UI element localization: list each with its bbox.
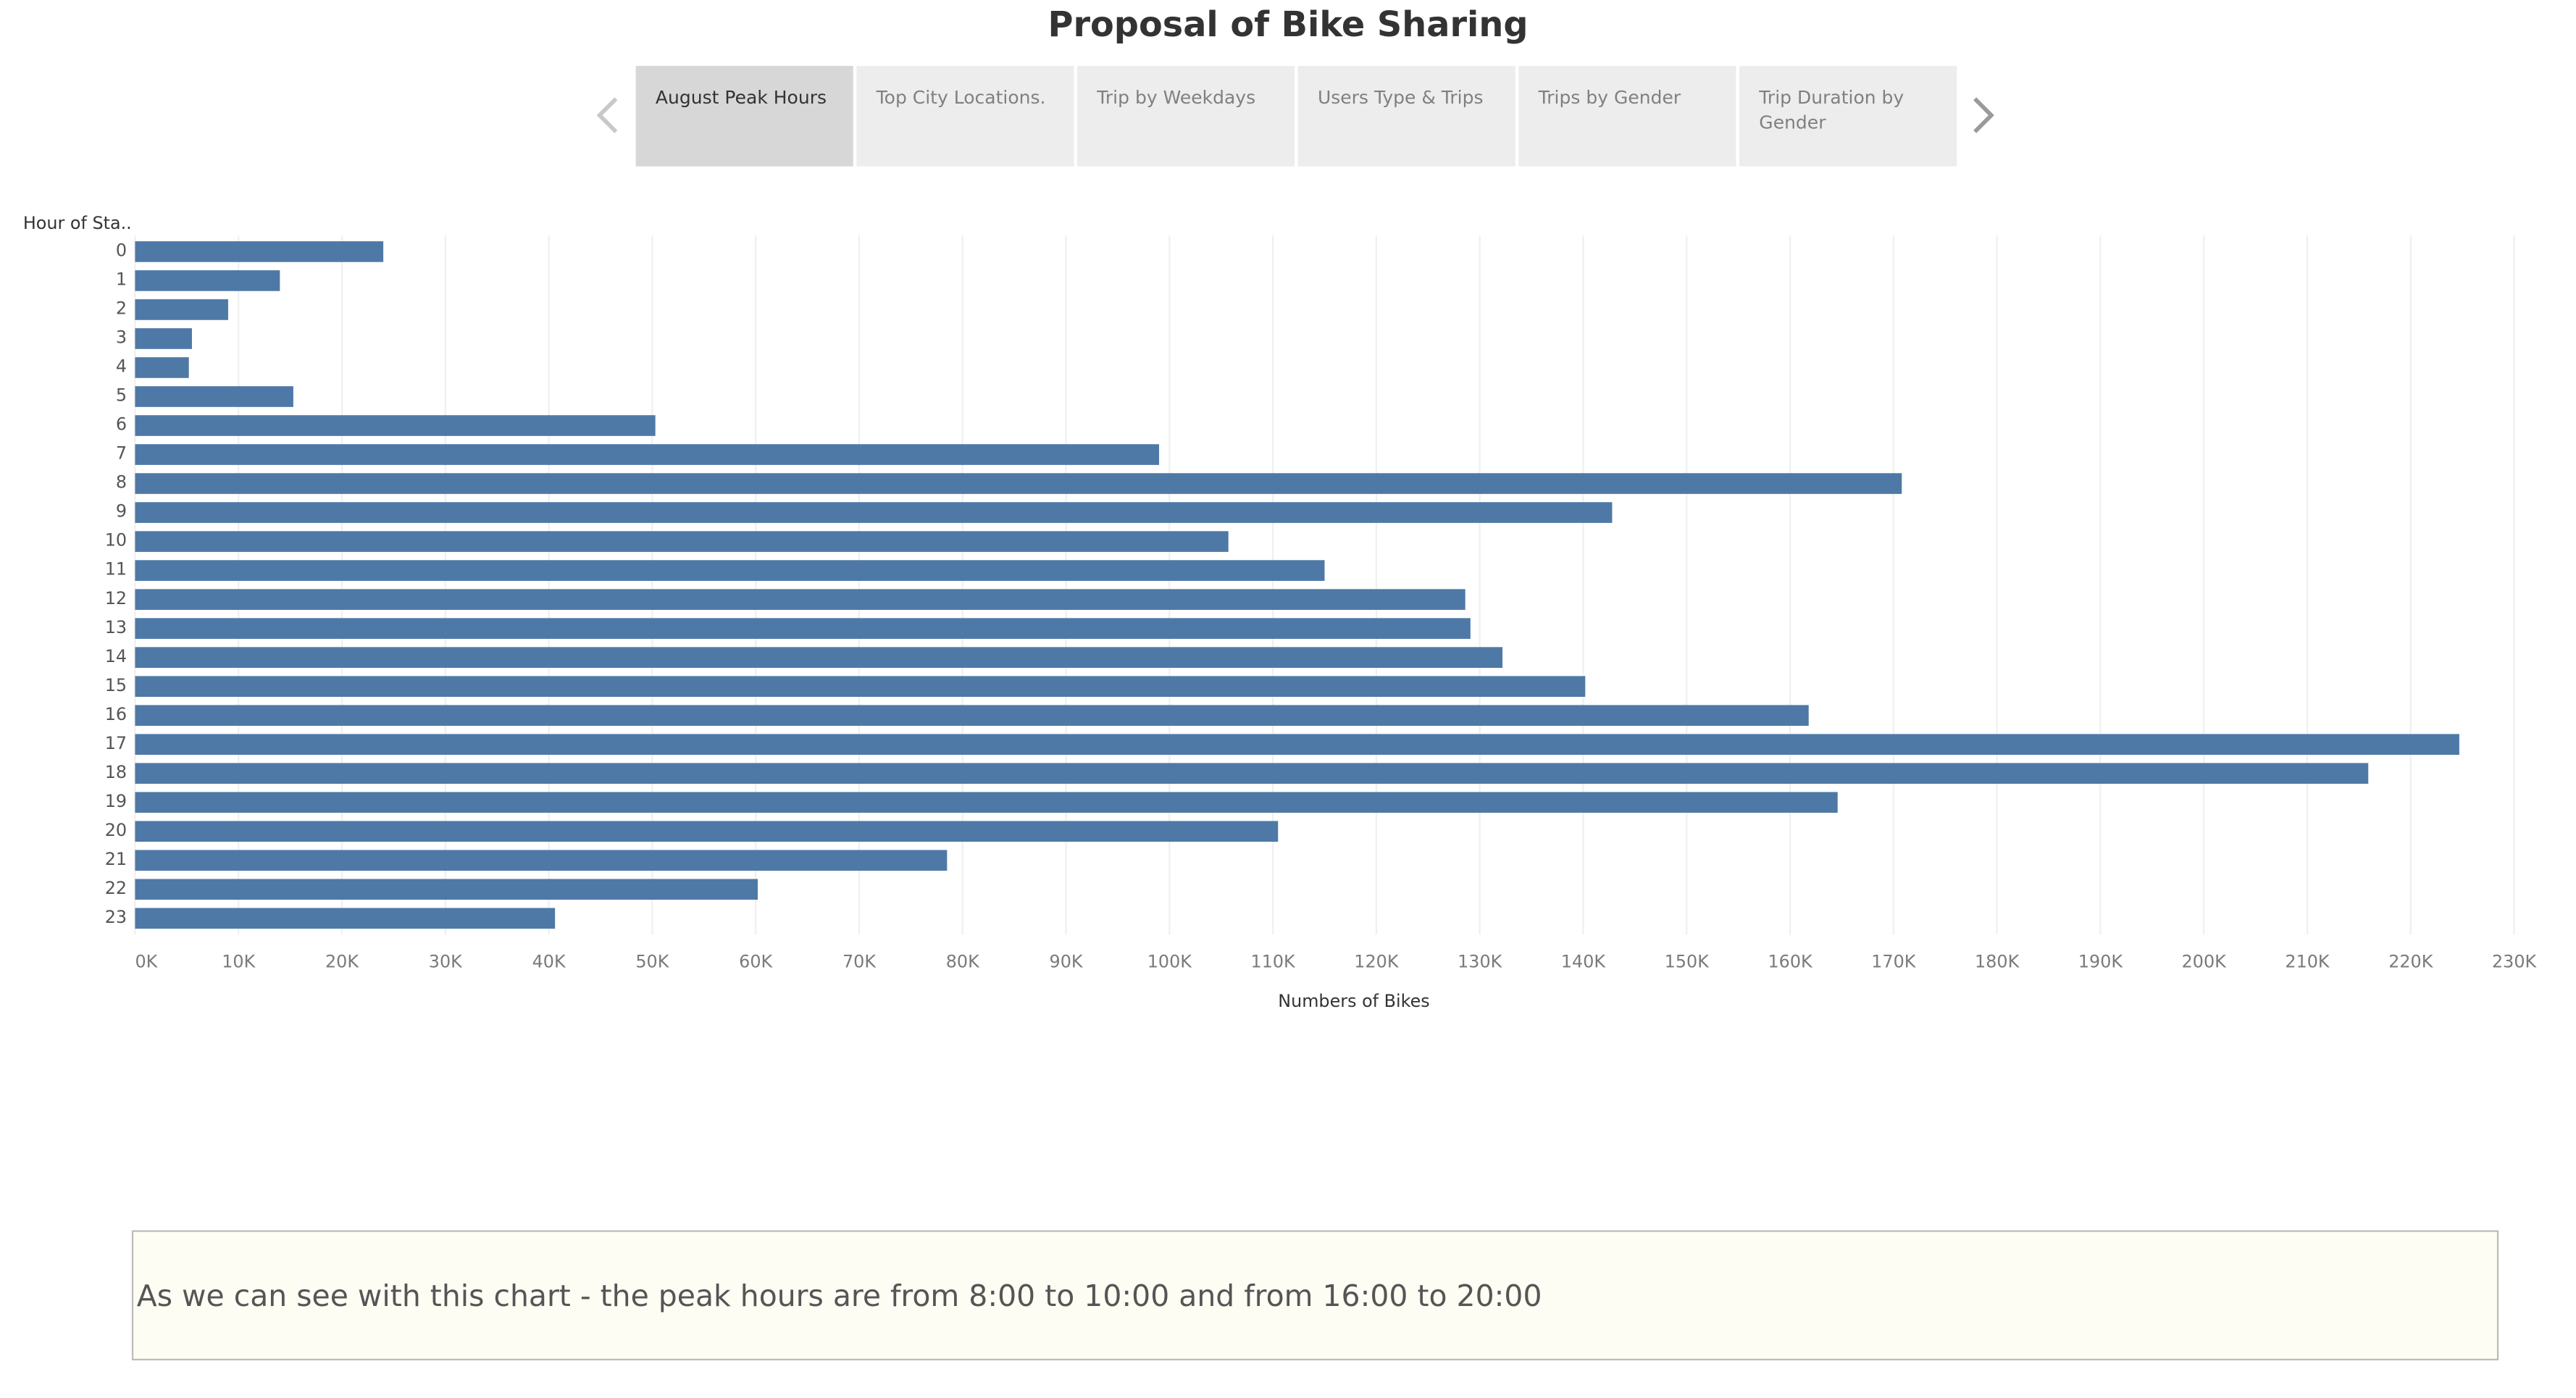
x-tick-label: 150K: [1665, 952, 1710, 972]
bar-hour-14[interactable]: [135, 647, 1503, 668]
tab-trip-duration-by-gender[interactable]: Trip Duration by Gender: [1739, 65, 1957, 167]
bar-hour-7[interactable]: [135, 444, 1160, 465]
x-tick-label: 230K: [2492, 952, 2538, 972]
bar-hour-3[interactable]: [135, 328, 192, 349]
caption-text: As we can see with this chart - the peak…: [136, 1279, 1542, 1315]
bar-hour-5[interactable]: [135, 386, 293, 407]
caption-box: As we can see with this chart - the peak…: [131, 1230, 2499, 1361]
category-label: 11: [105, 559, 127, 579]
bar-hour-15[interactable]: [135, 676, 1586, 698]
category-label: 21: [105, 849, 127, 869]
bar-hour-19[interactable]: [135, 792, 1838, 813]
bar-hour-17[interactable]: [135, 734, 2459, 755]
tab-label: Users Type & Trips: [1317, 87, 1484, 109]
bar-hour-8[interactable]: [135, 473, 1902, 494]
x-tick-label: 210K: [2285, 952, 2330, 972]
x-tick-label: 200K: [2182, 952, 2228, 972]
next-story-button[interactable]: [1963, 66, 1999, 164]
category-label: 6: [116, 414, 127, 435]
bar-hour-9[interactable]: [135, 502, 1613, 523]
category-label: 22: [105, 878, 127, 898]
peak-hours-chart: 0K 10K 20K 30K 40K 50K 60K 70K 80K 90K 100K 110K 120…: [0, 198, 2576, 1021]
bar-chart-svg: 0K 10K 20K 30K 40K 50K 60K 70K 80K 90K 100K 110K 120…: [23, 213, 2538, 1011]
category-label: 3: [116, 327, 127, 348]
tab-label: Trip by Weekdays: [1097, 87, 1256, 109]
category-label: 0: [116, 240, 127, 261]
x-tick-label: 190K: [2078, 952, 2124, 972]
bar-hour-16[interactable]: [135, 705, 1809, 727]
bar-hour-10[interactable]: [135, 531, 1229, 552]
category-label: 23: [105, 907, 127, 927]
x-axis-title: Numbers of Bikes: [1278, 991, 1430, 1011]
tab-trips-by-gender[interactable]: Trips by Gender: [1518, 65, 1736, 167]
bar-hour-6[interactable]: [135, 415, 656, 436]
x-tick-label: 20K: [325, 952, 359, 972]
category-label: 17: [105, 733, 127, 753]
chevron-right-icon: [1973, 97, 1994, 133]
bar-hour-11[interactable]: [135, 560, 1325, 581]
tab-label: Trip Duration by Gender: [1759, 87, 1904, 134]
x-tick-label: 30K: [429, 952, 463, 972]
bar-hour-23[interactable]: [135, 908, 556, 929]
bar-hour-18[interactable]: [135, 763, 2369, 784]
category-label: 7: [116, 443, 127, 464]
category-label: 5: [116, 385, 127, 406]
x-tick-label: 50K: [635, 952, 669, 972]
bar-hour-4[interactable]: [135, 357, 189, 378]
x-tick-label: 90K: [1050, 952, 1084, 972]
tab-label: August Peak Hours: [655, 87, 827, 109]
bar-hour-12[interactable]: [135, 589, 1465, 610]
x-tick-label: 100K: [1147, 952, 1193, 972]
category-label: 14: [105, 646, 127, 666]
dashboard-title: Proposal of Bike Sharing: [1047, 4, 1529, 45]
tab-august-peak-hours[interactable]: August Peak Hours: [635, 65, 853, 167]
x-tick-label: 80K: [946, 952, 980, 972]
x-tick-label: 170K: [1871, 952, 1917, 972]
category-label: 9: [116, 501, 127, 522]
bar-hour-13[interactable]: [135, 618, 1471, 639]
bar-hour-1[interactable]: [135, 270, 280, 291]
row-header-label: Hour of Sta..: [23, 213, 132, 233]
category-label: 13: [105, 617, 127, 637]
bar-hour-0[interactable]: [135, 241, 384, 262]
category-label: 2: [116, 298, 127, 319]
x-tick-label: 10K: [222, 952, 256, 972]
x-tick-label: 60K: [739, 952, 773, 972]
x-tick-label: 120K: [1354, 952, 1400, 972]
bar-hour-2[interactable]: [135, 299, 228, 320]
x-tick-label: 130K: [1458, 952, 1503, 972]
x-tick-label: 70K: [842, 952, 877, 972]
x-tick-label: 110K: [1251, 952, 1297, 972]
category-label: 1: [116, 269, 127, 290]
category-label: 19: [105, 791, 127, 811]
x-tick-label: 140K: [1561, 952, 1607, 972]
tab-label: Top City Locations.: [876, 87, 1046, 109]
tab-label: Trips by Gender: [1538, 87, 1681, 109]
category-label: 8: [116, 472, 127, 493]
bar-hour-21[interactable]: [135, 850, 948, 871]
tab-top-city-locations[interactable]: Top City Locations.: [856, 65, 1074, 167]
category-label: 18: [105, 762, 127, 782]
chevron-left-icon: [596, 97, 618, 133]
x-tick-label: 160K: [1768, 952, 1813, 972]
tab-trip-by-weekdays[interactable]: Trip by Weekdays: [1076, 65, 1295, 167]
x-tick-label: 0K: [135, 952, 158, 972]
category-label: 12: [105, 588, 127, 608]
x-tick-label: 220K: [2388, 952, 2434, 972]
category-label: 20: [105, 820, 127, 840]
x-tick-label: 180K: [1975, 952, 2020, 972]
bar-hour-22[interactable]: [135, 879, 758, 900]
tab-users-type-trips[interactable]: Users Type & Trips: [1297, 65, 1515, 167]
category-label: 16: [105, 704, 127, 724]
prev-story-button[interactable]: [591, 66, 627, 164]
x-tick-label: 40K: [532, 952, 566, 972]
category-label: 15: [105, 675, 127, 695]
category-label: 10: [105, 530, 127, 551]
category-label: 4: [116, 356, 127, 377]
bar-hour-20[interactable]: [135, 821, 1279, 842]
